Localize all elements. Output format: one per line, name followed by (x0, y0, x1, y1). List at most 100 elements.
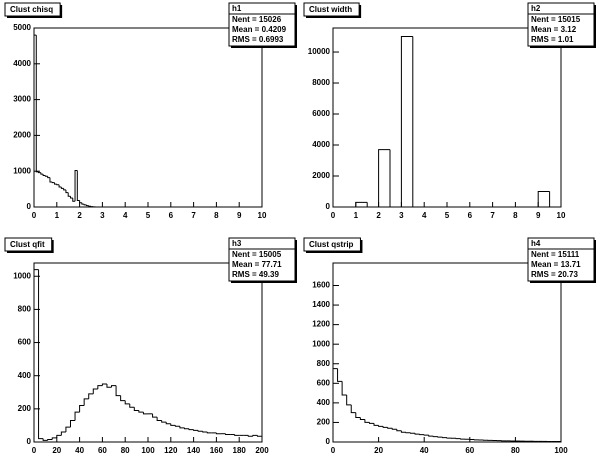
histogram-bin (115, 385, 121, 397)
chart-title: Clust qstrip (309, 240, 354, 249)
histogram-bin (391, 428, 397, 430)
histogram-bin (33, 269, 39, 442)
histogram-bin (378, 149, 390, 207)
histogram-bin (65, 189, 69, 194)
y-tick-label: 2000 (312, 171, 330, 180)
histogram-bin (152, 413, 158, 418)
histogram-bin (197, 430, 203, 432)
x-tick-label: 80 (511, 446, 520, 455)
chart-title: Clust width (309, 5, 352, 14)
y-tick-label: 0 (326, 437, 331, 446)
histogram-bin (56, 434, 62, 438)
x-tick-label: 8 (214, 211, 219, 220)
histogram-bin (252, 434, 258, 437)
stats-line: RMS = 0.6993 (232, 35, 284, 44)
histogram-bin (81, 202, 85, 205)
histogram-bin (368, 422, 375, 424)
stats-line: Mean = 3.12 (531, 25, 577, 34)
histogram-bin (396, 429, 402, 432)
x-tick-label: 10 (557, 211, 566, 220)
stats-line: Mean = 13.71 (531, 260, 581, 269)
y-tick-label: 400 (317, 398, 331, 407)
frame (33, 27, 263, 208)
histogram-bin (101, 383, 107, 386)
title-frame (4, 237, 53, 252)
stats-line: Nent = 15111 (531, 250, 580, 259)
histogram-bin (38, 269, 44, 440)
y-tick-label: 1600 (312, 281, 330, 290)
histogram-bin (206, 432, 212, 434)
y-tick-label: 600 (18, 338, 32, 347)
y-tick-label: 600 (317, 378, 331, 387)
y-tick-label: 0 (326, 202, 331, 211)
x-tick-label: 100 (141, 446, 155, 455)
histogram-bin (42, 174, 46, 176)
histogram-bin (202, 431, 208, 433)
x-tick-label: 6 (169, 211, 174, 220)
histogram-bin (183, 427, 190, 430)
histogram-bin (51, 437, 57, 440)
histogram-bin (111, 385, 117, 388)
histogram-bin (414, 433, 420, 435)
histogram-bin (65, 426, 71, 433)
histogram-bin (40, 172, 44, 175)
x-tick-label: 5 (146, 211, 151, 220)
x-tick-label: 0 (32, 446, 37, 455)
histogram-bin (47, 439, 53, 441)
x-tick-label: 7 (490, 211, 495, 220)
histogram-bin (389, 149, 402, 208)
histogram-bin (60, 431, 66, 436)
x-tick-label: 80 (121, 446, 130, 455)
y-tick-label: 5000 (13, 23, 31, 32)
x-tick-label: 180 (233, 446, 247, 455)
y-tick-label: 1200 (312, 320, 330, 329)
x-tick-label: 9 (237, 211, 242, 220)
y-tick-label: 400 (18, 371, 32, 380)
stats-line: Mean = 77.71 (232, 260, 282, 269)
x-tick-label: 60 (465, 446, 474, 455)
histogram-bin (537, 191, 550, 207)
histogram-bin (174, 425, 180, 427)
histogram-bin (69, 419, 76, 428)
histogram-bin (161, 420, 167, 423)
histogram-bin (72, 198, 76, 202)
histogram-bin (47, 176, 50, 179)
histogram-bin (69, 196, 73, 199)
histogram-bin (97, 385, 103, 389)
histogram-bin (355, 201, 368, 207)
histogram-bin (58, 184, 62, 188)
x-tick-label: 100 (554, 446, 568, 455)
x-tick-label: 3 (399, 211, 404, 220)
histogram-bin (35, 35, 39, 173)
histogram-bin (188, 428, 194, 431)
title-box: Clust chisq (4, 2, 63, 18)
histogram-bin (247, 435, 253, 437)
histogram-bin (359, 417, 365, 421)
histogram-bin (156, 417, 162, 421)
histogram-bin (234, 434, 240, 436)
stats-name: h2 (531, 4, 541, 13)
frame (33, 262, 263, 443)
histogram-bin (120, 395, 126, 402)
histogram-bin (67, 192, 71, 197)
x-tick-label: 9 (536, 211, 541, 220)
stats-name: h3 (232, 239, 242, 248)
stats-frame (228, 2, 296, 47)
pad: 0 20 40 60 80 1000200400600800100012001400160… (303, 237, 596, 455)
histogram-bin (549, 191, 561, 208)
histogram-bin (74, 169, 78, 202)
histogram-bin (215, 432, 221, 435)
y-tick-label: 3000 (13, 95, 31, 104)
histogram-bin (428, 435, 434, 437)
stats-line: Nent = 15026 (232, 15, 282, 24)
x-tick-label: 3 (100, 211, 105, 220)
histogram-bin (83, 204, 87, 206)
histogram-bin (76, 170, 80, 202)
x-tick-label: 20 (374, 446, 383, 455)
y-tick-label: 10000 (308, 47, 331, 56)
